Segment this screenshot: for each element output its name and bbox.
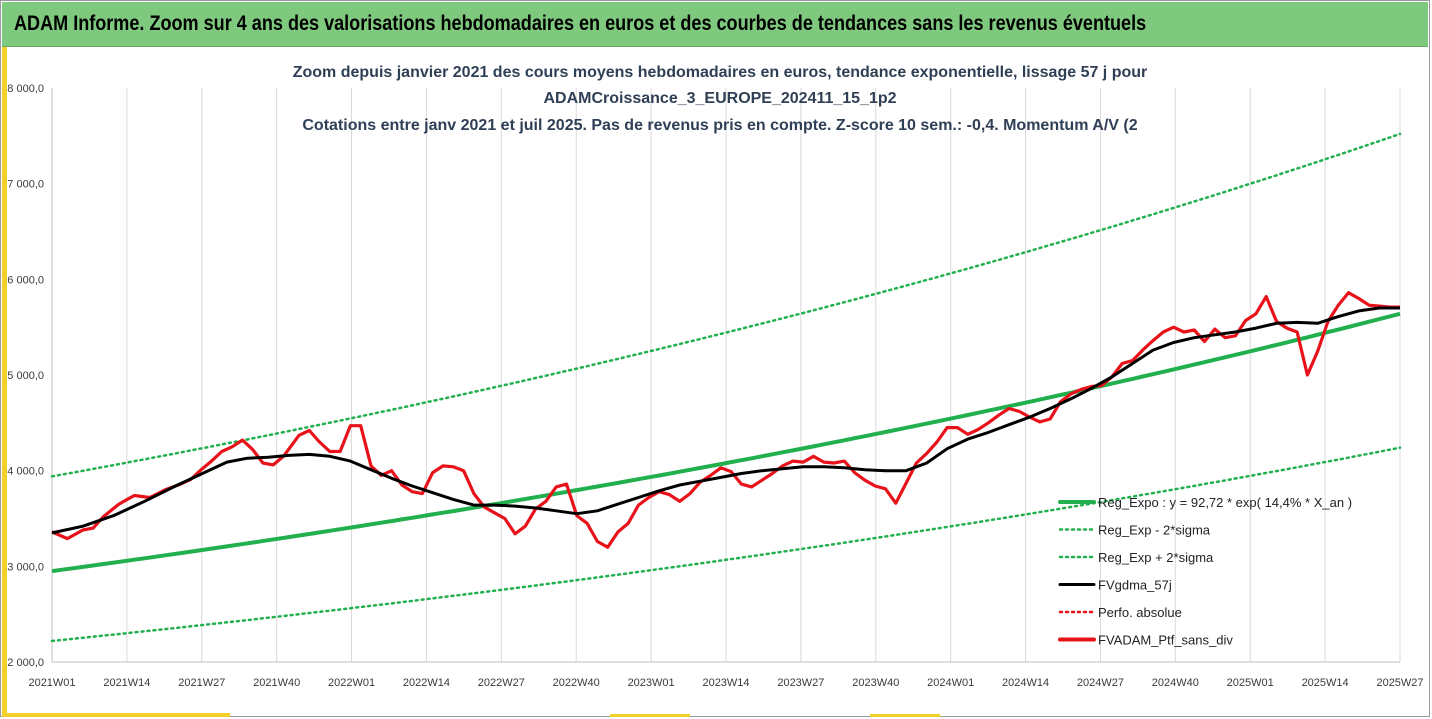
series-fvadam-ptf-sans-div bbox=[51, 291, 1400, 549]
x-tick-label: 2023W40 bbox=[852, 677, 899, 689]
x-tick-label: 2024W27 bbox=[1077, 677, 1124, 689]
x-tick-label: 2024W40 bbox=[1152, 677, 1199, 689]
x-tick-label: 2021W14 bbox=[103, 677, 150, 689]
x-tick-label: 2022W14 bbox=[403, 677, 450, 689]
x-tick-label: 2023W14 bbox=[702, 677, 749, 689]
series-fvgdma-57j bbox=[51, 306, 1400, 535]
x-tick-label: 2022W40 bbox=[553, 677, 600, 689]
x-tick-label: 2021W01 bbox=[28, 677, 75, 689]
chart-series bbox=[50, 132, 1402, 643]
series-reg-expo bbox=[51, 311, 1401, 574]
x-tick-label: 2023W27 bbox=[777, 677, 824, 689]
legend-label: Perfo. absolue bbox=[1098, 605, 1182, 620]
chart-title-line-2: ADAMCroissance_3_EUROPE_202411_15_1p2 bbox=[543, 90, 897, 107]
x-tick-label: 2024W14 bbox=[1002, 677, 1049, 689]
banner-title: ADAM Informe. Zoom sur 4 ans des valoris… bbox=[14, 12, 1147, 35]
x-tick-label: 2025W01 bbox=[1227, 677, 1274, 689]
x-tick-label: 2022W01 bbox=[328, 677, 375, 689]
legend-label: FVADAM_Ptf_sans_div bbox=[1098, 633, 1233, 648]
y-tick-label: 3 000,0 bbox=[7, 561, 44, 573]
chart-grid bbox=[51, 88, 1401, 662]
left-accent-strip bbox=[2, 47, 7, 715]
title-banner: ADAM Informe. Zoom sur 4 ans des valoris… bbox=[2, 2, 1428, 47]
y-tick-label: 5 000,0 bbox=[7, 370, 44, 382]
x-tick-label: 2023W01 bbox=[628, 677, 675, 689]
chart-axes: 2021W01 2021W14 2021W27 2021W40 2022W01 2022W… bbox=[7, 83, 1423, 689]
chart-title-line-3: Cotations entre janv 2021 et juil 2025. … bbox=[302, 117, 1138, 134]
chart-legend: Reg_Expo : y = 92,72 * exp( 14,4% * X_an… bbox=[1058, 495, 1352, 648]
legend-label: Reg_Exp + 2*sigma bbox=[1098, 550, 1214, 565]
chart-title-line-1: Zoom depuis janvier 2021 des cours moyen… bbox=[292, 64, 1148, 81]
legend-label: FVgdma_57j bbox=[1098, 578, 1172, 593]
x-tick-label: 2024W01 bbox=[927, 677, 974, 689]
x-tick-label: 2025W14 bbox=[1302, 677, 1349, 689]
bottom-accent-strip bbox=[870, 714, 940, 717]
y-tick-label: 2 000,0 bbox=[7, 657, 44, 669]
bottom-accent-strip bbox=[610, 714, 690, 717]
legend-label: Reg_Expo : y = 92,72 * exp( 14,4% * X_an… bbox=[1098, 495, 1352, 510]
legend-label: Reg_Exp - 2*sigma bbox=[1098, 523, 1211, 538]
x-tick-label: 2022W27 bbox=[478, 677, 525, 689]
x-tick-label: 2021W40 bbox=[253, 677, 300, 689]
y-tick-label: 7 000,0 bbox=[7, 179, 44, 191]
x-tick-label: 2025W27 bbox=[1376, 677, 1423, 689]
y-tick-label: 8 000,0 bbox=[7, 83, 44, 95]
y-tick-label: 6 000,0 bbox=[7, 274, 44, 286]
series-reg-exp-plus-2sigma bbox=[50, 132, 1402, 478]
x-tick-label: 2021W27 bbox=[178, 677, 225, 689]
bottom-accent-strip bbox=[2, 713, 230, 717]
series-reg-exp-minus-2sigma bbox=[50, 446, 1402, 643]
y-tick-label: 4 000,0 bbox=[7, 466, 44, 478]
